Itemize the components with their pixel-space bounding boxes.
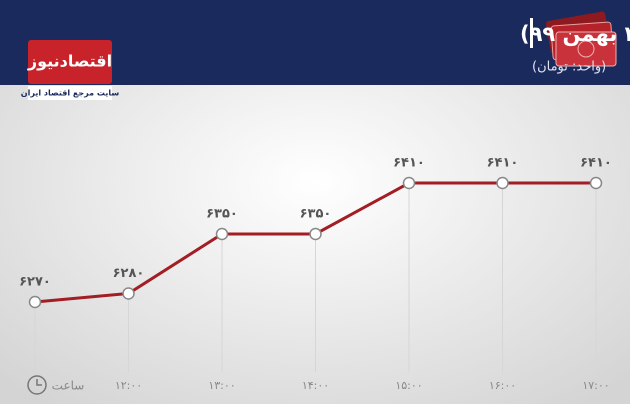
x-tick-label: ۱۳:۰۰ [208, 379, 235, 392]
title-separator [530, 18, 533, 48]
point [309, 227, 322, 241]
money-icon [545, 11, 617, 67]
chart-subtitle: (واحد: تومان) [532, 60, 606, 75]
point [402, 176, 416, 190]
x-tick-label: ۱۲:۰۰ [115, 379, 142, 392]
point [215, 227, 229, 241]
chart-title: روند بهای درهم (شنبه ۴ بهمن ۹۹) [520, 22, 630, 46]
point [589, 176, 603, 190]
point [28, 295, 42, 309]
value-label: ۶۴۱۰ [580, 156, 612, 171]
value-label: ۶۲۷۰ [19, 275, 51, 290]
logo-box [28, 40, 112, 84]
clock-icon [27, 375, 47, 395]
x-tick-label: ۱۷:۰۰ [582, 379, 609, 392]
logo-tagline: سایت مرجع اقتصاد ایران [21, 89, 120, 98]
point [122, 287, 135, 300]
logo-tagline-box [28, 86, 112, 100]
x-tick-label: ۱۶:۰۰ [489, 379, 516, 392]
point [496, 176, 509, 190]
x-tick-label: ۱۵:۰۰ [395, 379, 422, 392]
logo-name: اقتصادنیوز [27, 52, 112, 71]
value-label: ۶۲۸۰ [113, 266, 145, 281]
x-tick-label: ۱۴:۰۰ [302, 379, 329, 392]
value-label: ۶۴۱۰ [393, 156, 425, 171]
x-axis-label: ساعت [52, 379, 85, 393]
value-label: ۶۳۵۰ [206, 207, 238, 222]
value-label: ۶۴۱۰ [487, 156, 519, 171]
value-label: ۶۳۵۰ [300, 207, 332, 222]
